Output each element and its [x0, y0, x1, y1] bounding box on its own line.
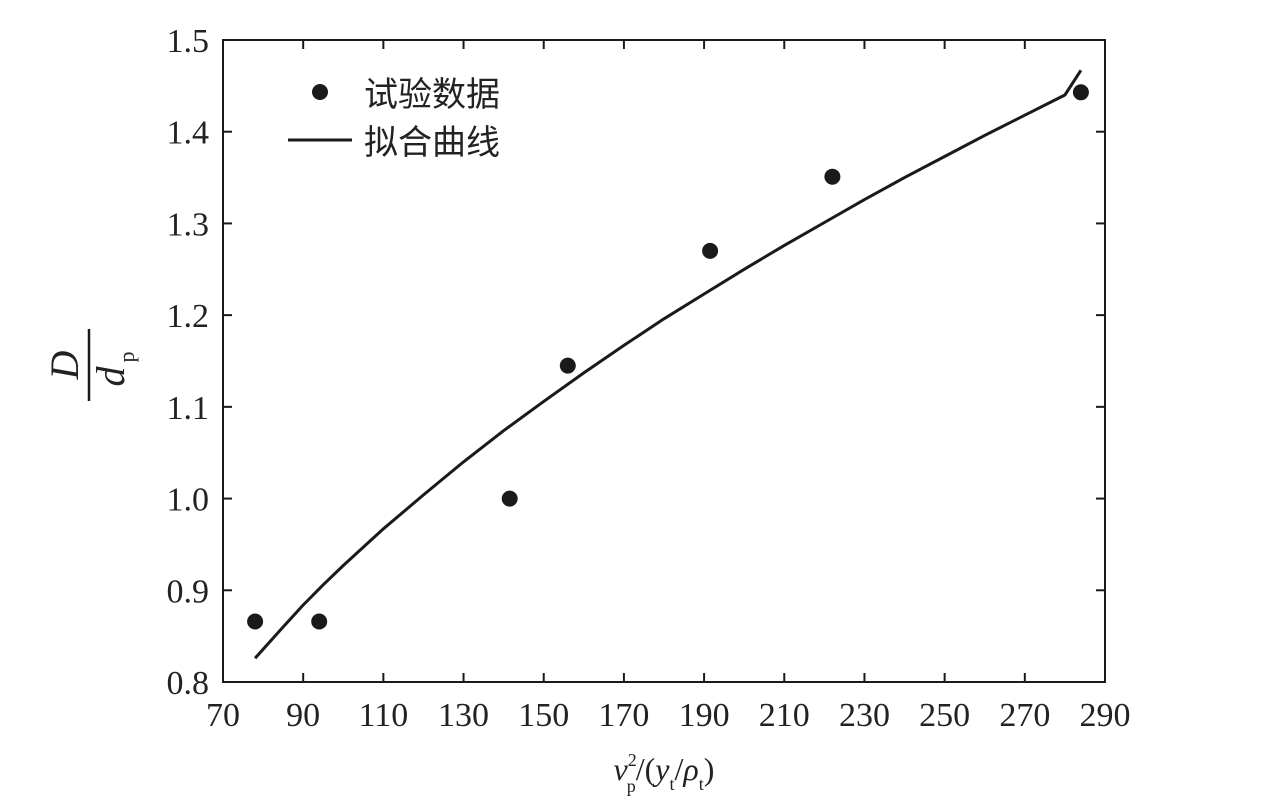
plot-area: 70 90 110 130 150 170 190 210 230 250 270 290 0.80.… — [167, 23, 1131, 734]
data-point — [702, 242, 719, 259]
legend: 试验数据 拟合曲线 — [288, 75, 500, 163]
x-axis-tick-labels: 70 90 110 130 150 170 190 210 230 250 270 290 — [206, 697, 1131, 734]
x-tick-label: 70 — [206, 697, 240, 734]
x-tick-label: 170 — [598, 697, 649, 734]
data-point — [559, 357, 576, 374]
fit-curve-line — [253, 69, 1083, 660]
y-tick-label: 1.4 — [167, 115, 210, 152]
data-point — [247, 613, 264, 630]
x-tick-label: 130 — [438, 697, 489, 734]
legend-label-line: 拟合曲线 — [364, 123, 500, 163]
y-axis-ticks — [223, 39, 1105, 683]
x-tick-label: 250 — [919, 697, 970, 734]
x-axis-ticks — [222, 40, 1106, 682]
x-tick-label: 210 — [759, 697, 810, 734]
data-point — [501, 490, 518, 507]
x-tick-label: 90 — [286, 697, 320, 734]
x-tick-label: 150 — [518, 697, 569, 734]
y-tick-label: 1.3 — [167, 206, 210, 243]
y-tick-label: 0.8 — [167, 665, 210, 702]
legend-marker-scatter — [312, 84, 328, 100]
y-tick-label: 1.0 — [167, 482, 210, 519]
x-tick-label: 270 — [999, 697, 1050, 734]
y-label-denominator: dp — [88, 352, 139, 387]
y-tick-label: 0.9 — [167, 573, 210, 610]
data-point — [1072, 84, 1089, 101]
y-tick-label: 1.5 — [167, 23, 210, 60]
legend-label-scatter: 试验数据 — [364, 75, 500, 115]
y-label-numerator: D — [42, 350, 87, 380]
x-tick-label: 110 — [358, 697, 408, 734]
y-tick-label: 1.2 — [167, 298, 210, 335]
x-tick-label: 230 — [839, 697, 890, 734]
y-tick-label: 1.1 — [167, 390, 210, 427]
data-point — [824, 168, 841, 185]
svg-text:v2p/(yt/ρt): v2 p/(yt/ρt) — [614, 750, 715, 796]
x-tick-label: 290 — [1080, 697, 1131, 734]
y-axis-label: D dp — [42, 329, 139, 401]
x-tick-label: 190 — [679, 697, 730, 734]
x-axis-label: v2 p/(yt/ρt) — [614, 750, 715, 796]
series-layer — [247, 69, 1089, 660]
plot-frame — [222, 39, 1106, 683]
data-point — [311, 613, 328, 630]
y-axis-tick-labels: 0.8 0.9 1.0 1.1 1.2 1.3 1.4 1.5 — [167, 23, 210, 702]
